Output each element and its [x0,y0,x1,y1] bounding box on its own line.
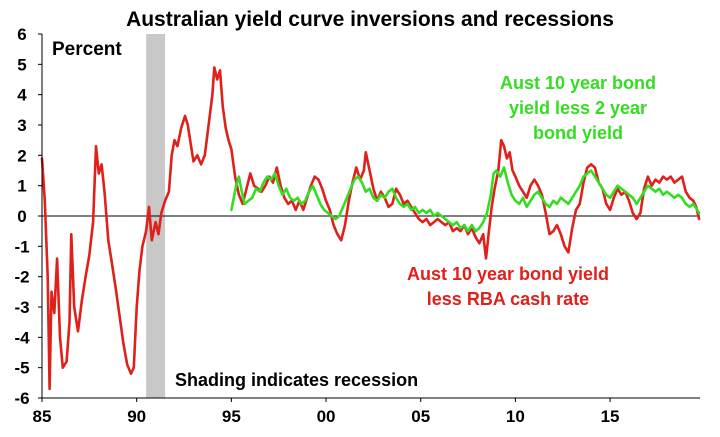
x-tick-label: 10 [506,407,525,426]
green-series-label-line: bond yield [533,123,623,143]
y-tick-label: 4 [17,86,27,105]
annotations: Shading indicates recession Aust 10 year … [175,73,656,390]
x-tick-label: 95 [222,407,241,426]
chart-title: Australian yield curve inversions and re… [126,8,614,31]
red-series-label-line: Aust 10 year bond yield [407,264,609,284]
y-tick-label: 3 [17,116,26,135]
y-tick-label: -2 [14,268,29,287]
y-tick-label: 2 [17,146,26,165]
y-tick-label: -1 [14,237,29,256]
plot-area [40,34,701,398]
x-tick-label: 05 [411,407,430,426]
y-axis-unit-label: Percent [52,39,122,60]
x-tick-label: 15 [601,407,620,426]
green-series-label-line: Aust 10 year bond [500,73,656,93]
red-series-label-line: less RBA cash rate [427,289,589,309]
y-tick-label: -3 [14,298,29,317]
axes: -6 -5 -4 -3 -2 -1 0 1 2 3 4 5 6 85 90 95 00 05 10 15 [14,25,700,426]
y-tick-label: 6 [17,25,26,44]
series-line-cash-rate-spread [40,66,701,391]
y-tick-label: 5 [17,55,26,74]
y-tick-label: -5 [14,359,29,378]
y-tick-label: 1 [17,177,26,196]
recession-note: Shading indicates recession [175,370,418,390]
x-tick-label: 90 [127,407,146,426]
y-tick-label: -6 [14,389,29,408]
green-series-label-line: yield less 2 year [509,98,647,118]
y-tick-label: -4 [14,328,30,347]
x-tick-label: 00 [317,407,336,426]
y-tick-label: 0 [17,207,26,226]
series-line-2yr-spread [230,166,701,233]
x-tick-label: 85 [33,407,52,426]
